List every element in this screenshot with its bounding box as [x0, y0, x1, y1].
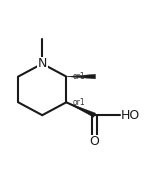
Text: or1: or1 [72, 98, 85, 107]
Text: O: O [90, 135, 100, 148]
Polygon shape [66, 74, 96, 79]
Text: or1: or1 [72, 72, 85, 81]
Text: N: N [38, 57, 47, 70]
Polygon shape [66, 102, 96, 117]
Text: HO: HO [121, 109, 140, 122]
